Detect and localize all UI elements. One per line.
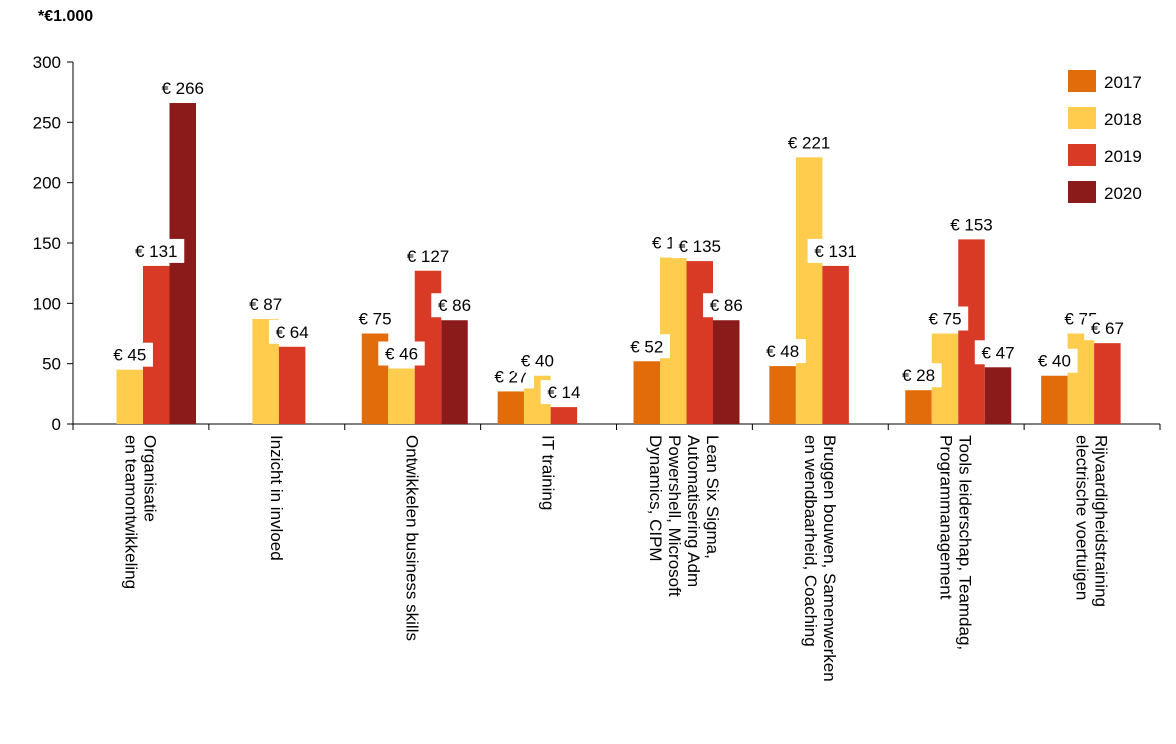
y-tick-label: 50 <box>42 355 61 374</box>
data-label: € 40 <box>521 352 554 371</box>
bar-2017-7 <box>905 390 932 424</box>
y-tick-label: 0 <box>52 415 61 434</box>
data-label-bg <box>974 340 1022 365</box>
data-label-bg <box>703 293 750 318</box>
bar-2020-7 <box>984 367 1012 424</box>
x-category-label: Ontwikkelen business skills <box>403 435 422 641</box>
data-label-bg <box>623 334 670 359</box>
data-label-bg <box>378 341 425 366</box>
bar-2017-8 <box>1041 375 1068 424</box>
x-category-label: Tools leiderschap, Teamdag, <box>956 435 975 650</box>
bar-2017-4 <box>497 391 525 424</box>
bar-2018-8 <box>1067 333 1095 424</box>
x-category-label: Bruggen bouwen, Samenwerken <box>820 435 839 682</box>
data-label: € 40 <box>1038 352 1071 371</box>
data-label-bg <box>540 380 588 405</box>
legend-swatch-2018 <box>1068 107 1096 129</box>
bar-2020-1 <box>169 103 196 424</box>
data-label-bg <box>431 293 478 318</box>
bar-2017-6 <box>769 366 796 424</box>
x-category-label: en teamontwikkeling <box>121 435 140 589</box>
data-label-bg <box>895 363 942 388</box>
data-label-bg <box>400 243 456 268</box>
data-label: € 266 <box>161 79 204 98</box>
x-category-label: Lean Six Sigma, <box>703 435 722 559</box>
bar-2018-3 <box>388 368 415 424</box>
data-label: € 75 <box>928 310 961 329</box>
data-label: € 131 <box>814 242 857 261</box>
data-label: € 47 <box>981 343 1014 362</box>
x-category-label: Programmanagement <box>937 435 956 600</box>
unit-label: *€1.000 <box>38 8 94 25</box>
data-label: € 87 <box>249 295 282 314</box>
data-label-bg <box>268 319 316 344</box>
x-category-label: Automatisering Adm <box>684 435 703 587</box>
y-tick-label: 150 <box>33 234 61 253</box>
bar-2020-3 <box>441 320 468 424</box>
bar-2018-1 <box>116 369 143 424</box>
data-label-bg <box>781 130 838 155</box>
data-label-bg <box>921 306 969 331</box>
data-label: € 135 <box>678 237 721 256</box>
data-label-bg <box>1084 316 1131 341</box>
data-label: € 131 <box>135 242 178 261</box>
data-label-bg <box>759 339 806 364</box>
data-label-bg <box>671 234 728 259</box>
data-label: € 45 <box>113 346 146 365</box>
bar-2019-2 <box>278 346 306 424</box>
x-category-label: electrische voertuigen <box>1073 435 1092 600</box>
bar-2019-6 <box>822 265 849 424</box>
legend-label: 2017 <box>1104 73 1142 92</box>
y-tick-label: 250 <box>33 113 61 132</box>
x-category-label: Powershell, Microsoft <box>665 435 684 597</box>
data-label-bg <box>351 306 399 331</box>
bar-2017-5 <box>633 361 660 424</box>
data-label: € 127 <box>407 247 450 266</box>
bar-2019-8 <box>1094 343 1121 424</box>
data-label: € 28 <box>902 366 935 385</box>
legend-swatch-2020 <box>1068 181 1096 203</box>
data-label: € 75 <box>358 310 391 329</box>
legend-swatch-2017 <box>1068 70 1096 92</box>
data-label: € 64 <box>276 323 309 342</box>
data-label-bg <box>106 342 153 367</box>
legend-label: 2019 <box>1104 147 1142 166</box>
legend-swatch-2019 <box>1068 144 1096 166</box>
bar-2019-5 <box>686 261 713 424</box>
legend-label: 2020 <box>1104 184 1142 203</box>
data-label: € 46 <box>385 344 418 363</box>
x-category-label: Rijvaardigheidstraining <box>1092 435 1111 607</box>
data-label: € 153 <box>950 215 993 234</box>
bar-2019-7 <box>958 239 985 424</box>
data-label-bg <box>1031 348 1078 373</box>
data-label: € 86 <box>438 296 471 315</box>
bar-2019-4 <box>550 407 578 424</box>
data-label-bg <box>943 212 1000 237</box>
x-category-label: Organisatie <box>140 435 159 522</box>
x-category-label: Dynamics, CIPM <box>646 435 665 562</box>
data-label-bg <box>514 348 561 373</box>
data-label-bg <box>128 238 185 263</box>
data-label: € 52 <box>630 337 663 356</box>
x-category-label: IT training <box>539 435 558 510</box>
bar-2020-5 <box>713 320 740 424</box>
y-tick-label: 100 <box>33 294 61 313</box>
legend-label: 2018 <box>1104 110 1142 129</box>
data-label-bg <box>154 76 211 101</box>
x-category-label: Inzicht in invloed <box>267 435 286 561</box>
data-label: € 48 <box>766 342 799 361</box>
data-label: € 14 <box>547 383 580 402</box>
y-tick-label: 300 <box>33 53 61 72</box>
data-label-bg <box>242 292 289 317</box>
y-tick-label: 200 <box>33 174 61 193</box>
bar-2018-6 <box>795 157 823 424</box>
data-label-bg <box>807 238 864 263</box>
data-label: € 67 <box>1091 319 1124 338</box>
data-label: € 221 <box>788 133 831 152</box>
x-category-label: en wendbaarheid, Coaching <box>801 435 820 647</box>
data-label: € 86 <box>710 296 743 315</box>
